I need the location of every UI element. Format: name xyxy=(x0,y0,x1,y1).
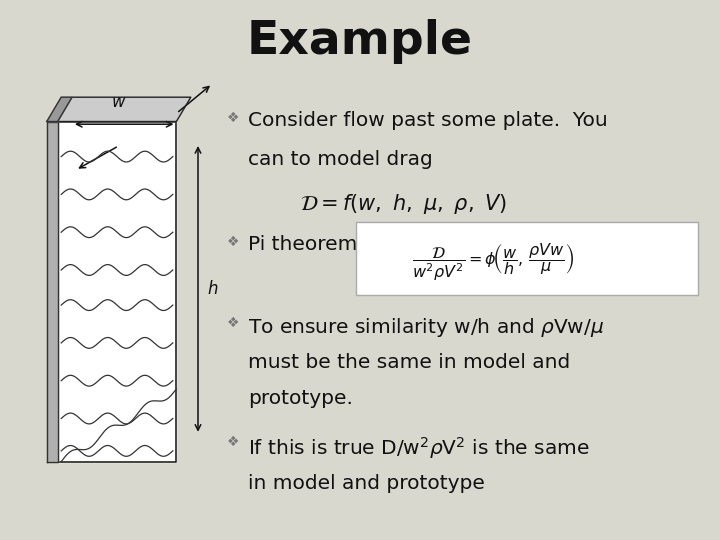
Text: ❖: ❖ xyxy=(227,235,239,249)
Polygon shape xyxy=(58,97,191,122)
Text: prototype.: prototype. xyxy=(248,389,354,408)
Text: Consider flow past some plate.  You: Consider flow past some plate. You xyxy=(248,111,608,130)
Text: w: w xyxy=(112,93,125,111)
Text: h: h xyxy=(207,280,218,298)
Text: in model and prototype: in model and prototype xyxy=(248,474,485,492)
Text: If this is true D/w$^2\rho$V$^2$ is the same: If this is true D/w$^2\rho$V$^2$ is the … xyxy=(248,435,590,461)
Text: $\dfrac{\mathcal{D}}{w^2\rho V^2} = \phi\!\left(\dfrac{w}{h},\,\dfrac{\rho Vw}{\: $\dfrac{\mathcal{D}}{w^2\rho V^2} = \phi… xyxy=(412,241,575,283)
Text: must be the same in model and: must be the same in model and xyxy=(248,353,571,372)
Polygon shape xyxy=(47,97,72,122)
Polygon shape xyxy=(58,122,176,462)
Polygon shape xyxy=(47,122,58,462)
Text: ❖: ❖ xyxy=(227,316,239,330)
Text: ❖: ❖ xyxy=(227,111,239,125)
FancyBboxPatch shape xyxy=(356,222,698,295)
Text: Example: Example xyxy=(247,19,473,64)
Text: can to model drag: can to model drag xyxy=(248,150,433,168)
Text: $\mathcal{D} = f(w,\ h,\ \mu,\ \rho,\ V)$: $\mathcal{D} = f(w,\ h,\ \mu,\ \rho,\ V)… xyxy=(300,192,507,215)
Text: ❖: ❖ xyxy=(227,435,239,449)
Text: To ensure similarity w/h and $\rho$Vw/$\mu$: To ensure similarity w/h and $\rho$Vw/$\… xyxy=(248,316,604,339)
Text: Pi theorem tells you: Pi theorem tells you xyxy=(248,235,449,254)
